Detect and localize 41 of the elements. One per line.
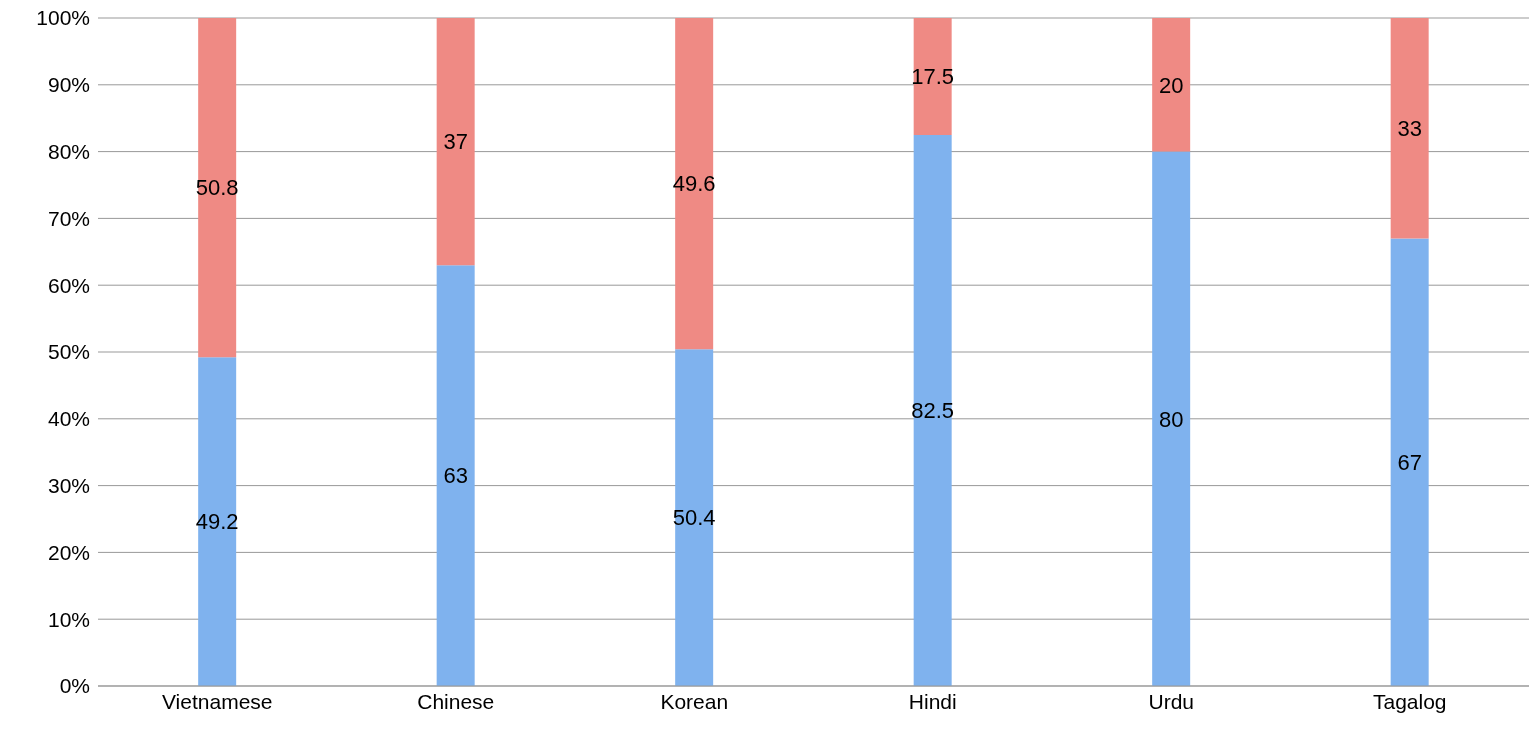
bar [1390,18,1429,239]
bar [436,265,475,686]
y-tick-label: 30% [47,474,90,498]
bar [1152,151,1191,686]
data-label: 49.6 [672,171,716,197]
x-tick-label: Chinese [417,689,495,713]
data-label: 50.8 [195,175,239,201]
bar [913,18,952,135]
y-tick-label: 50% [47,340,90,364]
y-tick-label: 10% [47,607,90,631]
bar [198,357,237,686]
y-tick-label: 100% [36,6,90,30]
bar [198,18,237,358]
data-label: 20 [1158,72,1184,98]
y-tick-label: 90% [47,73,90,97]
bar [675,349,714,686]
x-tick-label: Tagalog [1372,689,1447,713]
x-tick-label: Vietnamese [161,689,273,713]
y-tick-label: 20% [47,540,90,564]
y-tick-label: 40% [47,407,90,431]
bar [675,18,714,350]
x-tick-label: Hindi [908,689,957,713]
y-tick-label: 60% [47,273,90,297]
data-label: 63 [443,463,468,489]
data-label: 67 [1397,450,1422,476]
y-tick-label: 80% [47,140,90,164]
x-tick-label: Korean [660,689,729,713]
bar [436,18,475,266]
bar [1390,238,1429,686]
data-label: 37 [443,129,468,155]
bar [1152,18,1191,152]
data-label: 82.5 [911,398,955,424]
y-tick-label: 70% [47,206,90,230]
data-label: 17.5 [911,64,955,90]
bar [913,134,952,686]
data-label: 50.4 [672,505,716,531]
data-label: 33 [1397,116,1422,142]
data-label: 49.2 [195,509,239,535]
x-tick-label: Urdu [1148,689,1195,713]
y-tick-label: 0% [59,674,90,698]
data-label: 80 [1158,406,1184,432]
